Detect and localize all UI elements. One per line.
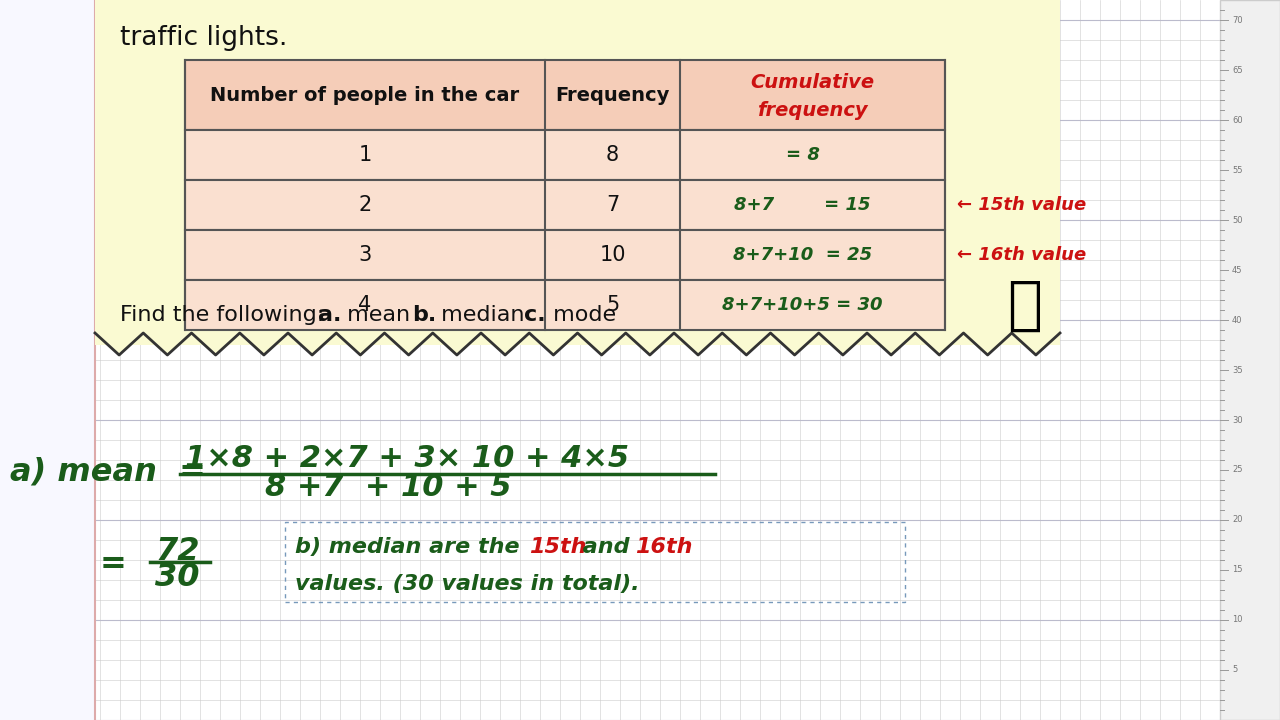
Text: 1×8 + 2×7 + 3× 10 + 4×5: 1×8 + 2×7 + 3× 10 + 4×5 xyxy=(186,444,630,472)
Text: b.: b. xyxy=(412,305,436,325)
Text: 45: 45 xyxy=(1231,266,1243,274)
Text: 10: 10 xyxy=(599,245,626,265)
FancyBboxPatch shape xyxy=(95,0,1060,345)
Text: 16th: 16th xyxy=(635,537,692,557)
Text: 72: 72 xyxy=(155,536,200,567)
Text: 5: 5 xyxy=(605,295,620,315)
Text: Find the following:: Find the following: xyxy=(120,305,332,325)
Polygon shape xyxy=(95,0,1060,355)
FancyBboxPatch shape xyxy=(186,180,945,230)
Text: 8+7+10  = 25: 8+7+10 = 25 xyxy=(733,246,872,264)
Text: 7: 7 xyxy=(605,195,620,215)
Text: 55: 55 xyxy=(1231,166,1243,174)
Text: Frequency: Frequency xyxy=(556,86,669,104)
Text: mean: mean xyxy=(340,305,417,325)
FancyBboxPatch shape xyxy=(0,0,95,720)
Text: ← 15th value: ← 15th value xyxy=(957,196,1087,214)
Text: 1: 1 xyxy=(358,145,371,165)
Text: c.: c. xyxy=(524,305,545,325)
Text: 3: 3 xyxy=(358,245,371,265)
Text: 8+7+10+5 = 30: 8+7+10+5 = 30 xyxy=(722,296,883,314)
Text: 40: 40 xyxy=(1231,315,1243,325)
Text: 50: 50 xyxy=(1231,215,1243,225)
Text: 4: 4 xyxy=(358,295,371,315)
Text: frequency: frequency xyxy=(758,101,868,120)
Text: 15th: 15th xyxy=(529,537,586,557)
Text: a) mean  =: a) mean = xyxy=(10,456,206,487)
Text: 15: 15 xyxy=(1231,565,1243,575)
FancyBboxPatch shape xyxy=(186,230,945,280)
Text: 30: 30 xyxy=(1231,415,1243,425)
Text: 60: 60 xyxy=(1231,115,1243,125)
Text: 8+7        = 15: 8+7 = 15 xyxy=(735,196,870,214)
FancyBboxPatch shape xyxy=(186,60,945,130)
FancyBboxPatch shape xyxy=(186,130,945,180)
Text: Number of people in the car: Number of people in the car xyxy=(210,86,520,104)
Text: 8: 8 xyxy=(605,145,620,165)
Text: values. (30 values in total).: values. (30 values in total). xyxy=(294,574,640,594)
FancyBboxPatch shape xyxy=(1220,0,1280,720)
Text: 35: 35 xyxy=(1231,366,1243,374)
Text: a.: a. xyxy=(317,305,342,325)
Text: and: and xyxy=(575,537,637,557)
Text: median: median xyxy=(434,305,531,325)
Text: 5: 5 xyxy=(1231,665,1238,675)
Text: = 8: = 8 xyxy=(786,146,819,164)
Text: traffic lights.: traffic lights. xyxy=(120,25,288,51)
Text: =: = xyxy=(100,549,127,580)
Text: 70: 70 xyxy=(1231,16,1243,24)
Text: b) median are the: b) median are the xyxy=(294,537,527,557)
Text: mode: mode xyxy=(547,305,616,325)
Text: 2: 2 xyxy=(358,195,371,215)
Text: 30: 30 xyxy=(155,562,200,593)
FancyBboxPatch shape xyxy=(186,280,945,330)
Text: 8 +7  + 10 + 5: 8 +7 + 10 + 5 xyxy=(265,474,512,503)
Text: 25: 25 xyxy=(1231,466,1243,474)
Text: ← 16th value: ← 16th value xyxy=(957,246,1087,264)
Text: 10: 10 xyxy=(1231,616,1243,624)
Text: 20: 20 xyxy=(1231,516,1243,524)
Text: Cumulative: Cumulative xyxy=(750,73,874,91)
Text: 👉: 👉 xyxy=(1007,276,1042,333)
Text: 65: 65 xyxy=(1231,66,1243,74)
